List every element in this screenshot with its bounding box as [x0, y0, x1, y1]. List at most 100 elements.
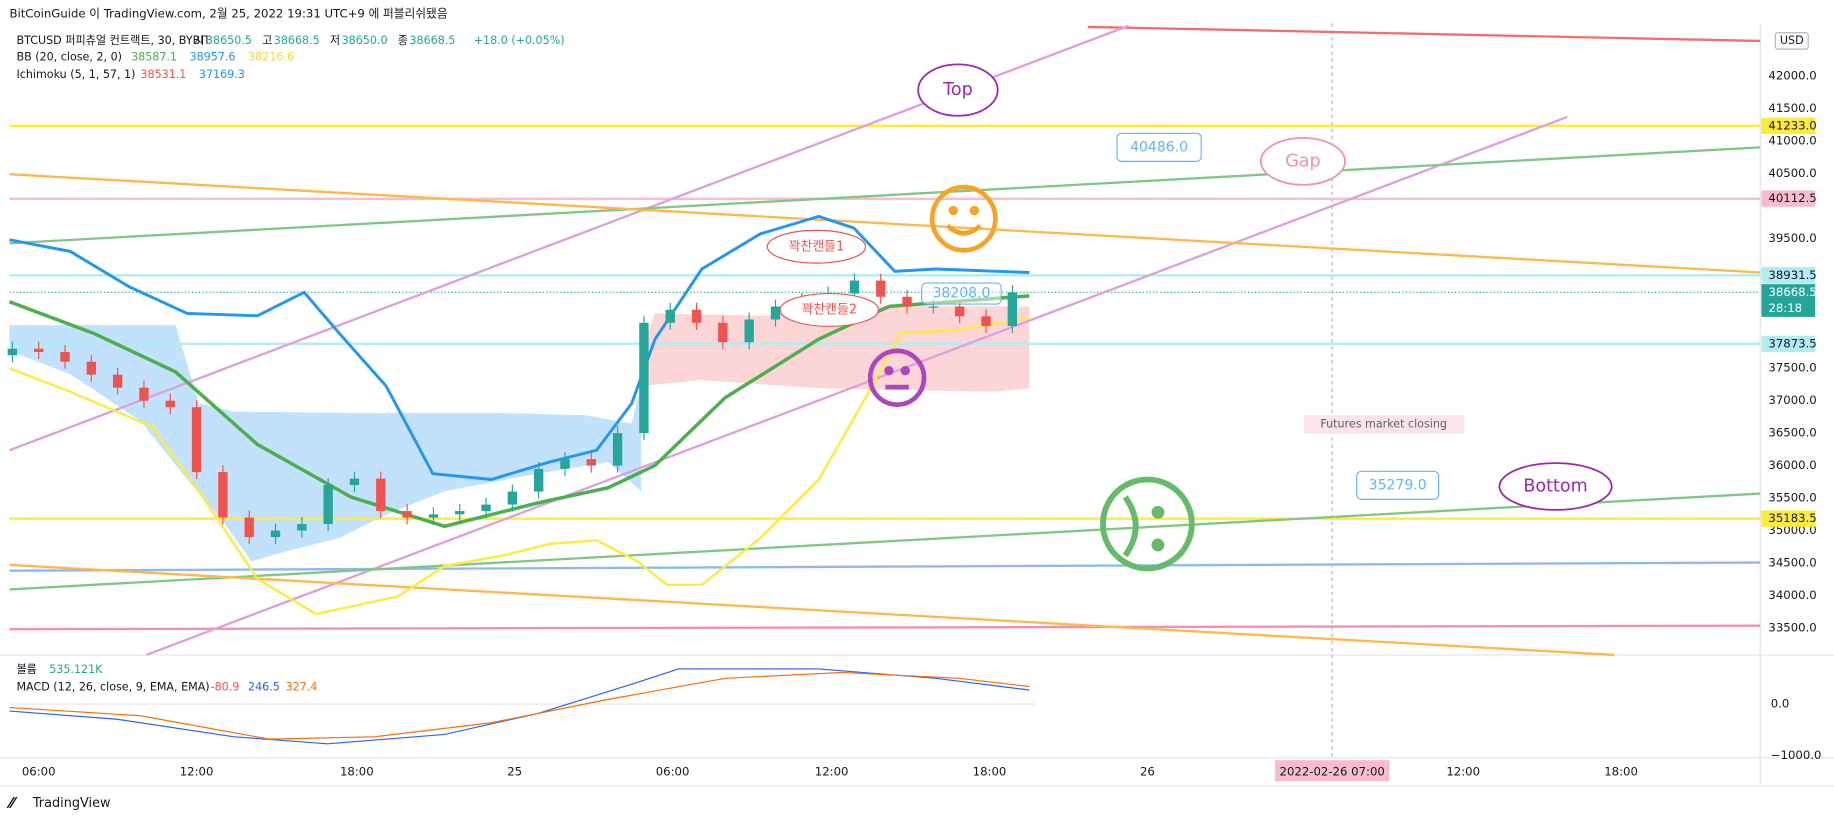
- candle-body: [876, 280, 886, 297]
- candle-body: [691, 309, 702, 323]
- candle-body: [770, 306, 781, 320]
- price-label: 39500.0: [1768, 231, 1816, 245]
- legend-ohlc: 시 38650.5 고 38668.5 저 38650.0 종 38668.5: [194, 34, 455, 47]
- price-badges: 41233.0 40112.5 38931.5 38668.5 28:18 37873.5…: [1761, 117, 1817, 527]
- bb-lower: [9, 316, 1030, 616]
- price-label: 36500.0: [1768, 426, 1816, 440]
- volume-value: 535.121K: [49, 663, 103, 676]
- trend-line: [9, 146, 1761, 245]
- footer-brand: TradingView: [32, 796, 111, 811]
- candle-body: [165, 400, 175, 408]
- price-label: 37000.0: [1768, 393, 1816, 407]
- candle-body: [560, 459, 570, 469]
- candle-body: [112, 374, 123, 388]
- price-badge: [1761, 335, 1816, 353]
- time-label: 2022-02-26 07:00: [1280, 764, 1385, 778]
- candle-body: [218, 472, 228, 518]
- callout-candle: [779, 292, 879, 327]
- level-line: [9, 624, 1761, 631]
- candle-body: [34, 348, 44, 352]
- candle-body: [744, 319, 754, 343]
- macd-axis-label: −1000.0: [1771, 748, 1822, 762]
- note-background: [1304, 415, 1465, 434]
- callout-text: Top: [942, 80, 973, 100]
- legend-value: 38531.1: [140, 68, 186, 81]
- price-badge: [1761, 267, 1816, 284]
- legend-value: 38650.5: [206, 34, 252, 47]
- macd-value: -80.9: [211, 681, 240, 694]
- candle-body: [1007, 292, 1017, 327]
- callout-top: [917, 63, 999, 117]
- legend-value: 38668.5: [274, 34, 320, 47]
- legend-value: 38650.0: [342, 34, 388, 47]
- price-label: 41000.0: [1768, 133, 1816, 147]
- macd-value: 246.5: [248, 681, 280, 694]
- macd-value: 327.4: [285, 681, 317, 694]
- candle-body: [586, 459, 596, 466]
- price-label: 35500.0: [1768, 491, 1816, 505]
- time-label: 06:00: [22, 764, 56, 778]
- note-text: Futures market closing: [1320, 418, 1447, 431]
- price-label: 41500.0: [1768, 101, 1816, 115]
- candle-body: [428, 514, 439, 518]
- signal-line: [9, 671, 1030, 740]
- face-happy: [929, 184, 998, 253]
- price-badge: [1761, 284, 1816, 317]
- price-badge-text: 38931.5: [1768, 268, 1816, 282]
- candle-body: [244, 517, 254, 538]
- time-label: 12:00: [180, 764, 214, 778]
- callout-text: 꽉찬캔들2: [802, 302, 858, 317]
- candle-body: [191, 407, 202, 473]
- legend-change: +18.0 (+0.05%): [474, 34, 565, 47]
- time-label: 25: [507, 764, 522, 778]
- price-label: 40500.0: [1768, 166, 1816, 180]
- trend-line: [1087, 25, 1761, 43]
- price-label: 36000.0: [1768, 458, 1816, 472]
- candle-body: [297, 524, 307, 531]
- legend-value: 37169.3: [199, 68, 245, 81]
- macd-label: MACD (12, 26, close, 9, EMA, EMA): [16, 681, 209, 694]
- legend-value: 38216.6: [248, 50, 294, 63]
- price-axis: 42000.0 41500.0 41000.0 40500.0 39500.0 37500…: [1768, 69, 1816, 635]
- time-label: 12:00: [1446, 764, 1480, 778]
- macd-values: -80.9 246.5 327.4: [211, 681, 318, 694]
- price-badge-text: 40112.5: [1768, 191, 1816, 205]
- price-label: 33500.0: [1768, 620, 1816, 634]
- legend-value: 38668.5: [409, 34, 455, 47]
- face-neutral: [867, 348, 927, 407]
- candle-body: [639, 322, 649, 434]
- price-badge-text: 41233.0: [1768, 118, 1816, 132]
- face-wink: [1100, 476, 1195, 572]
- legend-value: 38957.6: [190, 50, 236, 63]
- time-label: 18:00: [973, 764, 1007, 778]
- candle-body: [455, 511, 465, 515]
- price-badge: [1761, 190, 1816, 207]
- trend-line: [145, 115, 1568, 657]
- price-badge: [1761, 510, 1816, 527]
- time-highlight: [1274, 760, 1390, 782]
- legend-key: 시: [194, 34, 204, 47]
- price-note: [1116, 132, 1202, 162]
- price-note: [921, 282, 1002, 305]
- candle-body: [981, 316, 991, 327]
- legend-key: 고: [262, 34, 272, 47]
- price-badge-text: 38668.5: [1768, 285, 1816, 299]
- price-note-text: 40486.0: [1130, 139, 1188, 155]
- macd-axis-label: 0.0: [1771, 697, 1790, 711]
- price-label: 37500.0: [1768, 361, 1816, 375]
- candle-body: [665, 309, 675, 323]
- candle-body: [955, 306, 965, 317]
- trend-line: [9, 563, 1615, 657]
- volume-label: 볼륨: [16, 663, 36, 676]
- candle-body: [612, 433, 623, 466]
- level-line: [9, 561, 1761, 572]
- time-label: 18:00: [1604, 764, 1638, 778]
- callout-bottom: [1498, 462, 1613, 511]
- candle-body: [928, 306, 939, 308]
- candle-body: [481, 504, 491, 512]
- callout-text: Gap: [1285, 151, 1320, 171]
- price-badge-text: 37873.5: [1768, 336, 1816, 350]
- price-label: 34000.0: [1768, 588, 1816, 602]
- ichimoku-cloud-blue: [9, 325, 641, 562]
